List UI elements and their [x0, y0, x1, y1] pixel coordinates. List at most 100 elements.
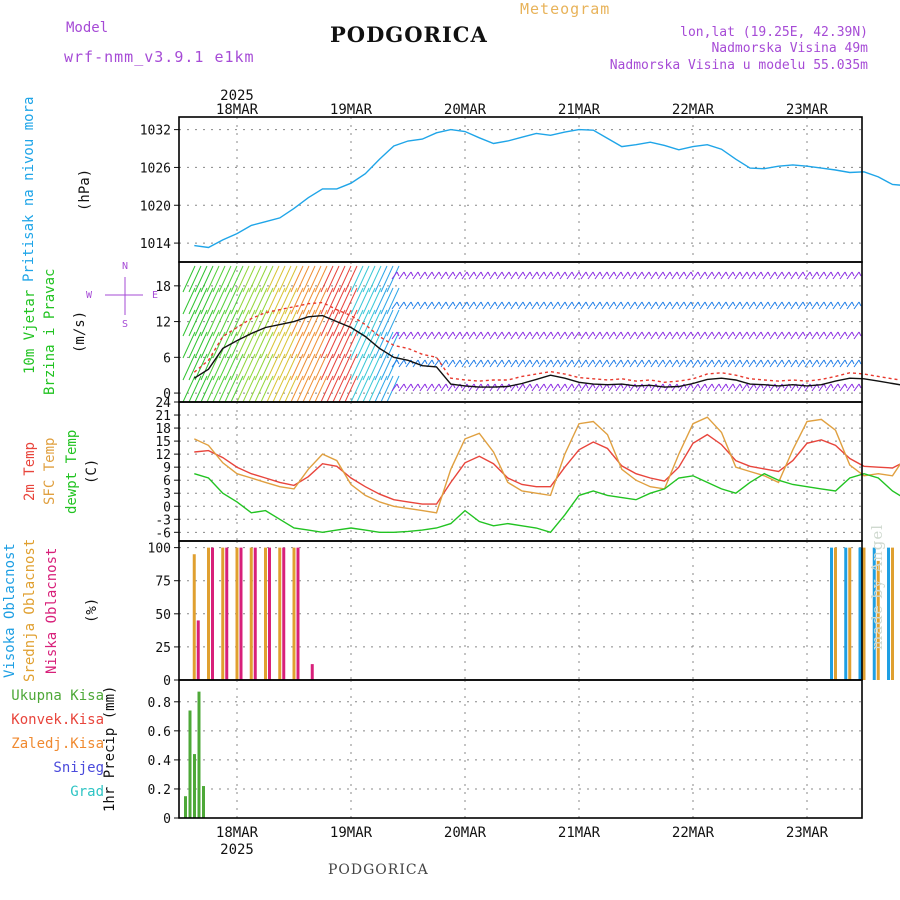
wind-vector	[573, 359, 580, 368]
wind-vector	[818, 331, 825, 340]
wind-vector	[580, 271, 587, 280]
wind-vector	[657, 383, 664, 392]
precip-bar	[193, 754, 196, 818]
wind-vector-head	[690, 383, 694, 389]
wind-vector	[236, 375, 250, 403]
wind-vector	[461, 383, 468, 392]
wind-vector	[601, 301, 608, 310]
precip-legend-item: Ukupna Kisa	[11, 688, 104, 704]
wind-vector	[362, 331, 376, 359]
wind-vector-head	[648, 359, 652, 365]
wind-vector-head	[830, 301, 834, 307]
wind-vector-head	[802, 301, 806, 307]
wind-vector	[461, 331, 468, 340]
wind-vector	[260, 287, 274, 315]
wind-vector-head	[788, 301, 792, 307]
wind-vector	[636, 271, 643, 280]
wind-vector	[368, 353, 382, 381]
wind-vector	[727, 383, 734, 392]
wind-vector	[433, 383, 440, 392]
wind-vector-head	[648, 331, 652, 337]
wind-vector-head	[571, 383, 575, 389]
wind-vector-head	[438, 383, 442, 389]
wind-vector	[538, 271, 545, 280]
wind-vector	[475, 301, 482, 310]
wind-vector-head	[788, 271, 792, 277]
series-line	[194, 472, 900, 534]
wind-vector	[314, 375, 328, 403]
wind-vector	[284, 353, 298, 381]
wind-vector-head	[585, 359, 589, 365]
cloud-bar	[192, 554, 196, 680]
wind-vector-head	[823, 359, 827, 365]
wind-vector	[741, 301, 748, 310]
wind-vector-head	[466, 271, 470, 277]
compass-west: W	[86, 290, 93, 301]
wind-vector-head	[669, 331, 673, 337]
y-tick-label: 21	[155, 409, 171, 424]
wind-vector-head	[725, 301, 729, 307]
wind-vector-head	[487, 359, 491, 365]
precip-bar	[202, 786, 205, 818]
cloud-bar	[830, 547, 833, 680]
wind-vector	[510, 271, 517, 280]
wind-vector-head	[480, 271, 484, 277]
wind-vector-head	[620, 331, 624, 337]
wind-vector	[713, 301, 720, 310]
wind-vector	[685, 383, 692, 392]
wind-vector	[326, 353, 340, 381]
wind-vector	[776, 359, 783, 368]
wind-vector	[380, 353, 394, 381]
y-tick-label: 9	[163, 461, 171, 476]
wind-vector	[468, 331, 475, 340]
wind-vector-head	[774, 301, 778, 307]
wind-vector	[475, 271, 482, 280]
wind-vector-head	[592, 359, 596, 365]
wind-vector-head	[543, 383, 547, 389]
wind-vector-head	[445, 271, 449, 277]
wind-vector	[302, 265, 316, 293]
wind-vector	[741, 359, 748, 368]
wind-vector	[206, 331, 220, 359]
day-label-bottom: 20MAR	[444, 825, 487, 841]
wind-vector-head	[424, 383, 428, 389]
wind-vector	[804, 271, 811, 280]
wind-vector	[419, 331, 426, 340]
wind-vector	[248, 287, 262, 315]
wind-vector	[818, 359, 825, 368]
wind-vector	[344, 287, 358, 315]
wind-vector	[720, 301, 727, 310]
wind-vector-head	[550, 271, 554, 277]
wind-vector	[839, 331, 846, 340]
wind-vector	[664, 301, 671, 310]
wind-vector	[314, 353, 328, 381]
wind-vector	[380, 265, 394, 293]
wind-vector-head	[550, 331, 554, 337]
wind-vector	[776, 301, 783, 310]
wind-vector-head	[543, 331, 547, 337]
wind-vector	[727, 271, 734, 280]
panel-label: Niska Oblacnost	[44, 547, 60, 674]
wind-vector	[314, 331, 328, 359]
wind-vector	[699, 383, 706, 392]
wind-vector-head	[683, 271, 687, 277]
precip-legend-item: Snijeg	[53, 760, 104, 776]
wind-vector	[573, 301, 580, 310]
wind-vector	[278, 287, 292, 315]
wind-vector	[734, 331, 741, 340]
wind-vector	[650, 359, 657, 368]
wind-vector	[362, 353, 376, 381]
wind-vector-head	[711, 301, 715, 307]
wind-vector	[272, 265, 286, 293]
wind-vector	[419, 271, 426, 280]
wind-vector	[678, 301, 685, 310]
wind-vector	[601, 359, 608, 368]
wind-vector	[362, 287, 376, 315]
wind-vector	[531, 331, 538, 340]
day-label-bottom: 18MAR	[216, 825, 259, 841]
wind-vector	[380, 331, 394, 359]
wind-vector-head	[508, 331, 512, 337]
cloud-bar	[834, 547, 837, 680]
wind-vector	[386, 265, 400, 293]
wind-vector	[284, 287, 298, 315]
